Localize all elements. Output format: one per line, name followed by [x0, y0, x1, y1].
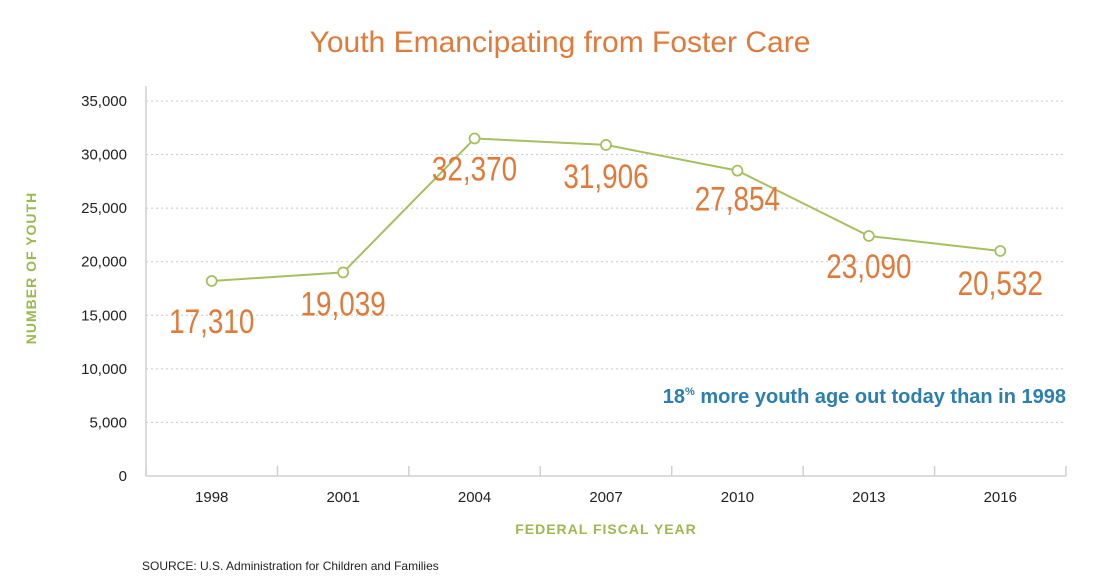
annotation-superscript: % [685, 386, 695, 398]
x-tick-label: 2016 [984, 489, 1017, 506]
x-tick-label: 1998 [195, 489, 228, 506]
x-tick-label: 2010 [721, 489, 754, 506]
source-note: SOURCE: U.S. Administration for Children… [142, 559, 439, 573]
y-tick-label: 20,000 [81, 254, 127, 271]
y-axis-ticks: 0 5,000 10,000 15,000 20,000 25,000 30,000 35,0… [81, 93, 127, 485]
data-point [468, 132, 481, 145]
x-tick-label: 2001 [326, 489, 359, 506]
data-label: 23,090 [826, 247, 911, 285]
data-point [994, 245, 1007, 257]
chart-title: Youth Emancipating from Foster Care [310, 26, 811, 59]
x-tick-label: 2004 [458, 489, 491, 506]
annotation: 18% more youth age out today than in 199… [663, 386, 1066, 408]
x-tick-label: 2007 [589, 489, 622, 506]
data-point [600, 139, 612, 151]
annotation-text: more youth age out today than in 1998 [695, 386, 1066, 408]
data-label: 19,039 [301, 285, 386, 323]
data-label: 32,370 [432, 150, 517, 188]
data-label: 31,906 [563, 157, 648, 195]
y-axis-title: NUMBER OF YOUTH [23, 192, 39, 344]
data-point [205, 275, 218, 287]
y-tick-label: 0 [119, 468, 127, 485]
data-labels: 17,310 19,039 32,370 31,906 27,854 23,090 20,5… [169, 150, 1043, 341]
x-tick-label: 2013 [852, 489, 885, 506]
y-tick-label: 5,000 [89, 414, 127, 431]
data-label: 17,310 [169, 302, 254, 340]
series-line-group [205, 132, 1007, 287]
y-tick-label: 10,000 [81, 361, 127, 378]
data-label: 27,854 [695, 180, 780, 218]
x-axis-title: FEDERAL FISCAL YEAR [515, 521, 697, 537]
y-tick-label: 35,000 [81, 93, 127, 110]
gridlines [146, 100, 1066, 423]
y-tick-label: 25,000 [81, 200, 127, 217]
data-label: 20,532 [958, 264, 1043, 302]
data-point [337, 266, 350, 279]
y-tick-label: 15,000 [81, 307, 127, 324]
data-point [731, 164, 744, 177]
annotation-number: 18 [663, 386, 685, 408]
y-tick-label: 30,000 [81, 147, 127, 164]
data-point [862, 230, 875, 242]
x-axis: 1998 2001 2004 2007 2010 2013 2016 [145, 86, 1067, 506]
